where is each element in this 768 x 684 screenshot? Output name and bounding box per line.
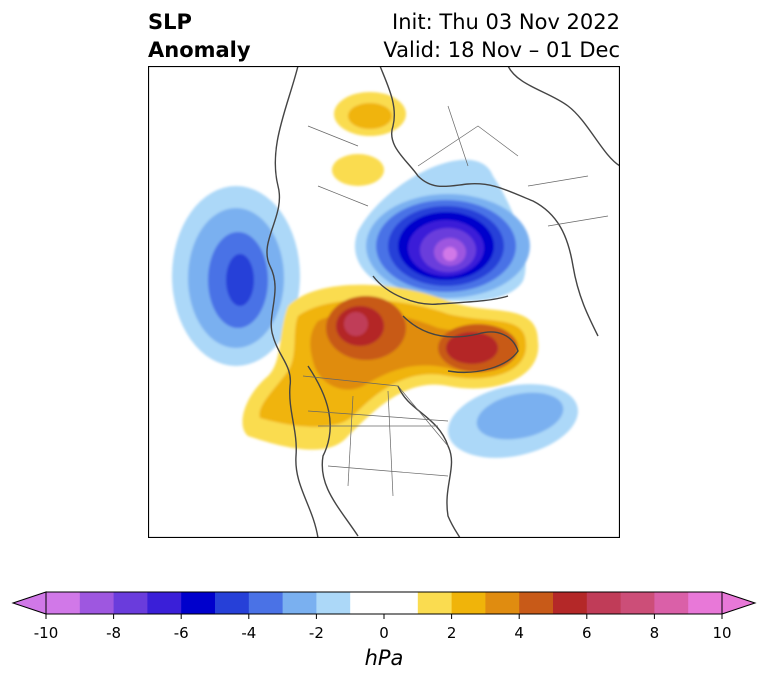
colorbar-extend-min [11,591,47,615]
colorbar-segment [519,592,554,614]
colorbar-segment [215,592,250,614]
map-frame [148,66,620,538]
colorbar-tick-label: 4 [514,624,524,642]
colorbar-tick-label: -6 [173,624,189,642]
colorbar-segment [350,592,385,614]
colorbar-segment [451,592,486,614]
colorbar-tick-label: 8 [649,624,660,642]
colorbar-segment [181,592,216,614]
low-arctic [354,159,530,302]
colorbar-segment [316,592,351,614]
low-north-pacific [172,186,300,366]
colorbar-tick-label: 2 [446,624,457,642]
map-title: SLP Anomaly [148,8,251,64]
colorbar-segment [79,592,115,614]
colorbar-segment [553,592,588,614]
title-line-2: Anomaly [148,38,251,62]
colorbar-segment [46,592,81,614]
colorbar-tick-label: -8 [106,624,122,642]
colorbar-segment [248,592,284,614]
colorbar [11,591,757,619]
init-date: Init: Thu 03 Nov 2022 [392,10,620,34]
valid-range: Valid: 18 Nov – 01 Dec [383,38,620,62]
colorbar-tick-label: 6 [582,624,592,642]
title-line-1: SLP [148,10,192,34]
colorbar-tick-label: -2 [308,624,324,642]
high-europe [332,92,406,186]
political-borders [302,105,609,497]
colorbar-segment [282,592,317,614]
colorbar-segments [46,592,723,614]
colorbar-tick-label: -10 [33,624,59,642]
colorbar-tick-label: 10 [712,624,732,642]
colorbar-segment [113,592,148,614]
colorbar-segment [620,592,655,614]
low-north-atlantic [448,384,578,458]
colorbar-unit: hPa [364,646,404,670]
colorbar-segment [688,592,723,614]
colorbar-segment [417,592,453,614]
anomaly-map [148,66,620,538]
colorbar-tick-label: 0 [379,624,389,642]
colorbar-segment [654,592,689,614]
colorbar-segment [147,592,182,614]
colorbar-segment [485,592,520,614]
colorbar-extend-max [721,591,757,615]
colorbar-segment [384,592,419,614]
map-dates: Init: Thu 03 Nov 2022 Valid: 18 Nov – 01… [383,8,620,64]
colorbar-segment [586,592,622,614]
high-greenland-alaska [242,284,539,450]
coastlines [266,66,620,538]
colorbar-tick-label: -4 [241,624,257,642]
